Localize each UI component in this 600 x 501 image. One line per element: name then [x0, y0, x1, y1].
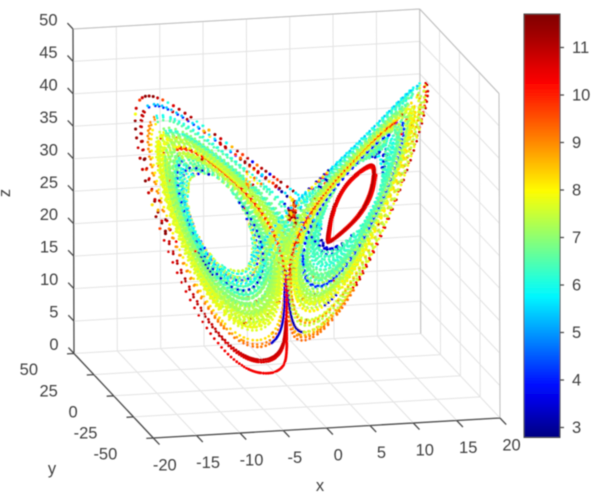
svg-text:5: 5: [377, 444, 386, 462]
svg-text:-5: -5: [287, 449, 302, 467]
svg-text:7: 7: [572, 229, 581, 247]
svg-text:6: 6: [572, 277, 581, 295]
svg-text:-15: -15: [196, 454, 220, 472]
svg-text:15: 15: [459, 439, 477, 457]
svg-text:30: 30: [40, 141, 58, 159]
svg-text:-50: -50: [93, 446, 117, 464]
svg-text:-10: -10: [240, 452, 264, 470]
svg-text:45: 45: [39, 44, 57, 62]
svg-text:10: 10: [40, 271, 58, 289]
svg-text:5: 5: [49, 304, 58, 322]
svg-text:0: 0: [69, 403, 78, 421]
svg-text:x: x: [316, 477, 325, 495]
svg-text:10: 10: [572, 87, 590, 105]
svg-text:-20: -20: [153, 457, 177, 475]
svg-text:4: 4: [572, 372, 581, 390]
svg-text:3: 3: [572, 419, 581, 437]
svg-text:50: 50: [20, 361, 38, 379]
svg-text:20: 20: [40, 206, 58, 224]
svg-text:9: 9: [572, 134, 581, 152]
svg-text:50: 50: [39, 12, 57, 30]
svg-text:0: 0: [49, 336, 58, 354]
svg-text:35: 35: [39, 109, 57, 127]
svg-text:8: 8: [572, 182, 581, 200]
svg-text:40: 40: [39, 76, 57, 94]
svg-text:10: 10: [416, 442, 434, 460]
svg-text:25: 25: [40, 174, 58, 192]
svg-text:25: 25: [39, 382, 57, 400]
svg-text:11: 11: [572, 39, 589, 57]
svg-text:y: y: [48, 460, 57, 478]
svg-text:0: 0: [334, 447, 343, 465]
svg-text:15: 15: [40, 239, 58, 257]
svg-text:20: 20: [502, 437, 520, 455]
svg-text:-25: -25: [74, 425, 98, 443]
svg-text:5: 5: [572, 324, 581, 342]
svg-text:z: z: [0, 189, 14, 197]
